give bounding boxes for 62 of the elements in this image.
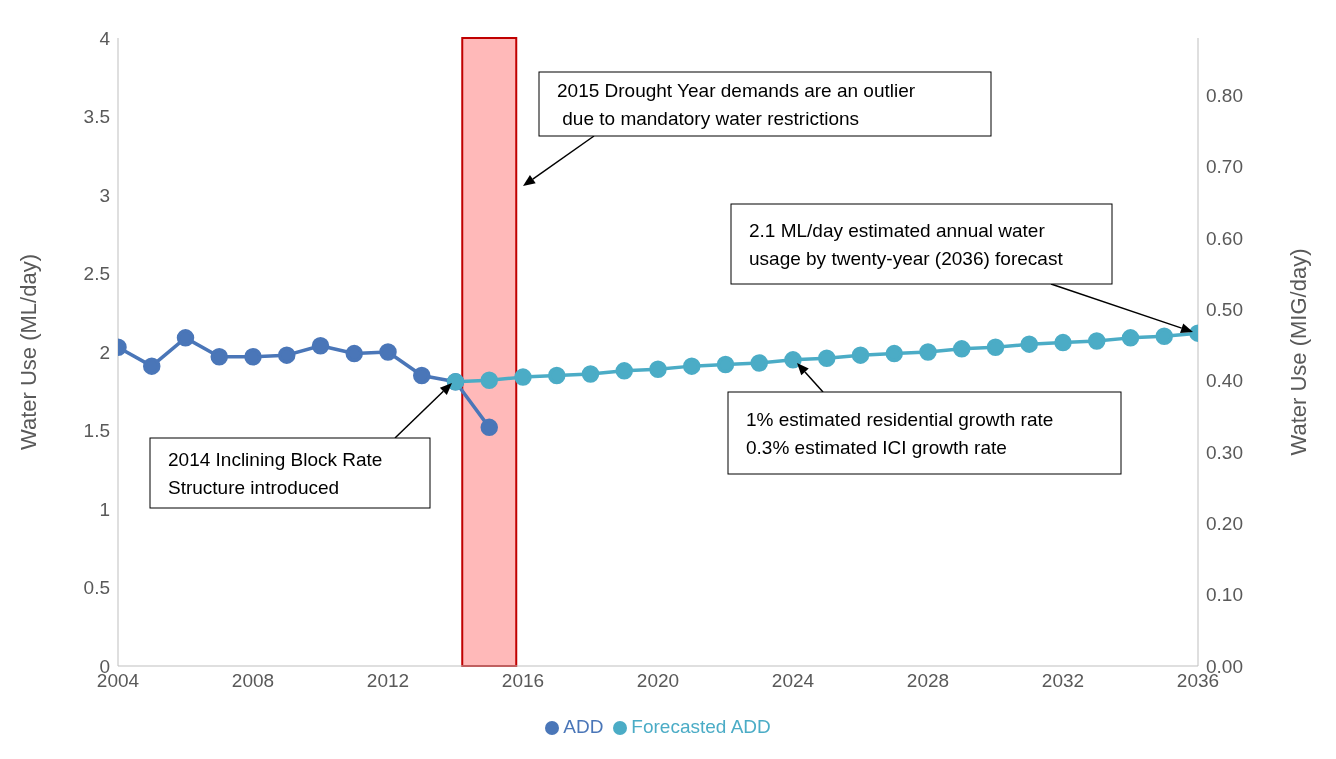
y2-tick-label: 0.70 (1206, 156, 1243, 178)
point (345, 344, 363, 363)
point (1020, 335, 1038, 353)
x-tick-label: 2032 (1041, 670, 1085, 692)
annotation: 2.1 ML/day estimated annual water usage by twenty-year (2036) forecast (749, 220, 1064, 269)
point (514, 368, 532, 386)
legend-label: ADD (563, 716, 604, 737)
point (311, 336, 330, 355)
point (176, 329, 195, 347)
y2-tick-label: 0.40 (1206, 370, 1243, 392)
y2-axis-title: Water Use (MIG/day) (1285, 248, 1311, 456)
y2-tick-label: 0.10 (1206, 584, 1243, 606)
point (379, 343, 397, 361)
point (683, 357, 701, 375)
y-tick-label: 1.5 (83, 420, 110, 442)
point (953, 340, 971, 358)
point (278, 346, 296, 364)
point (1121, 329, 1140, 347)
point (615, 362, 633, 380)
annotation: 1% estimated residential growth rate 0.3% estimated ICI growth rate (746, 409, 1054, 458)
x-tick-label: 2016 (501, 670, 545, 692)
y-tick-label: 3 (99, 184, 110, 206)
point (1054, 333, 1072, 352)
legend-label: Forecasted ADD (631, 716, 771, 737)
y-axis-title: Water Use (ML/day) (15, 253, 41, 451)
y2-tick-label: 0.30 (1206, 441, 1243, 463)
point (784, 351, 802, 369)
y2-tick-label: 0.80 (1206, 84, 1243, 106)
point (986, 338, 1005, 357)
point (885, 344, 903, 363)
point (851, 346, 870, 364)
x-tick-label: 2008 (231, 670, 275, 692)
point (244, 347, 262, 366)
y-tick-label: 2.5 (83, 263, 110, 285)
y-tick-label: 2 (99, 341, 110, 363)
x-tick-label: 2020 (636, 670, 680, 692)
point (750, 354, 768, 372)
point (1088, 332, 1106, 350)
point (143, 357, 161, 375)
point (716, 355, 735, 374)
y-tick-label: 3.5 (83, 106, 110, 128)
x-tick-label: 2024 (771, 670, 815, 692)
point (1155, 327, 1173, 346)
y-tick-label: 1 (99, 498, 110, 520)
x-tick-label: 2028 (906, 670, 950, 692)
point (548, 366, 566, 385)
point (818, 349, 836, 368)
annotation: 2014 Inclining Block Rate Structure introduced (168, 449, 383, 498)
x-tick-label: 2012 (366, 670, 410, 692)
y2-tick-label: 0.50 (1206, 298, 1243, 320)
y-tick-label: 4 (99, 27, 111, 49)
point (210, 347, 228, 366)
annotation: 2015 Drought Year demands are an outlier due to mandatory water restrictions (557, 80, 916, 129)
point (413, 366, 431, 385)
point (480, 371, 498, 390)
point (480, 418, 498, 437)
point (581, 365, 600, 383)
y-tick-label: 0.5 (83, 577, 110, 599)
y2-tick-label: 0.20 (1206, 513, 1243, 535)
y2-tick-label: 0.60 (1206, 227, 1243, 249)
point (649, 360, 667, 379)
point (919, 343, 937, 361)
